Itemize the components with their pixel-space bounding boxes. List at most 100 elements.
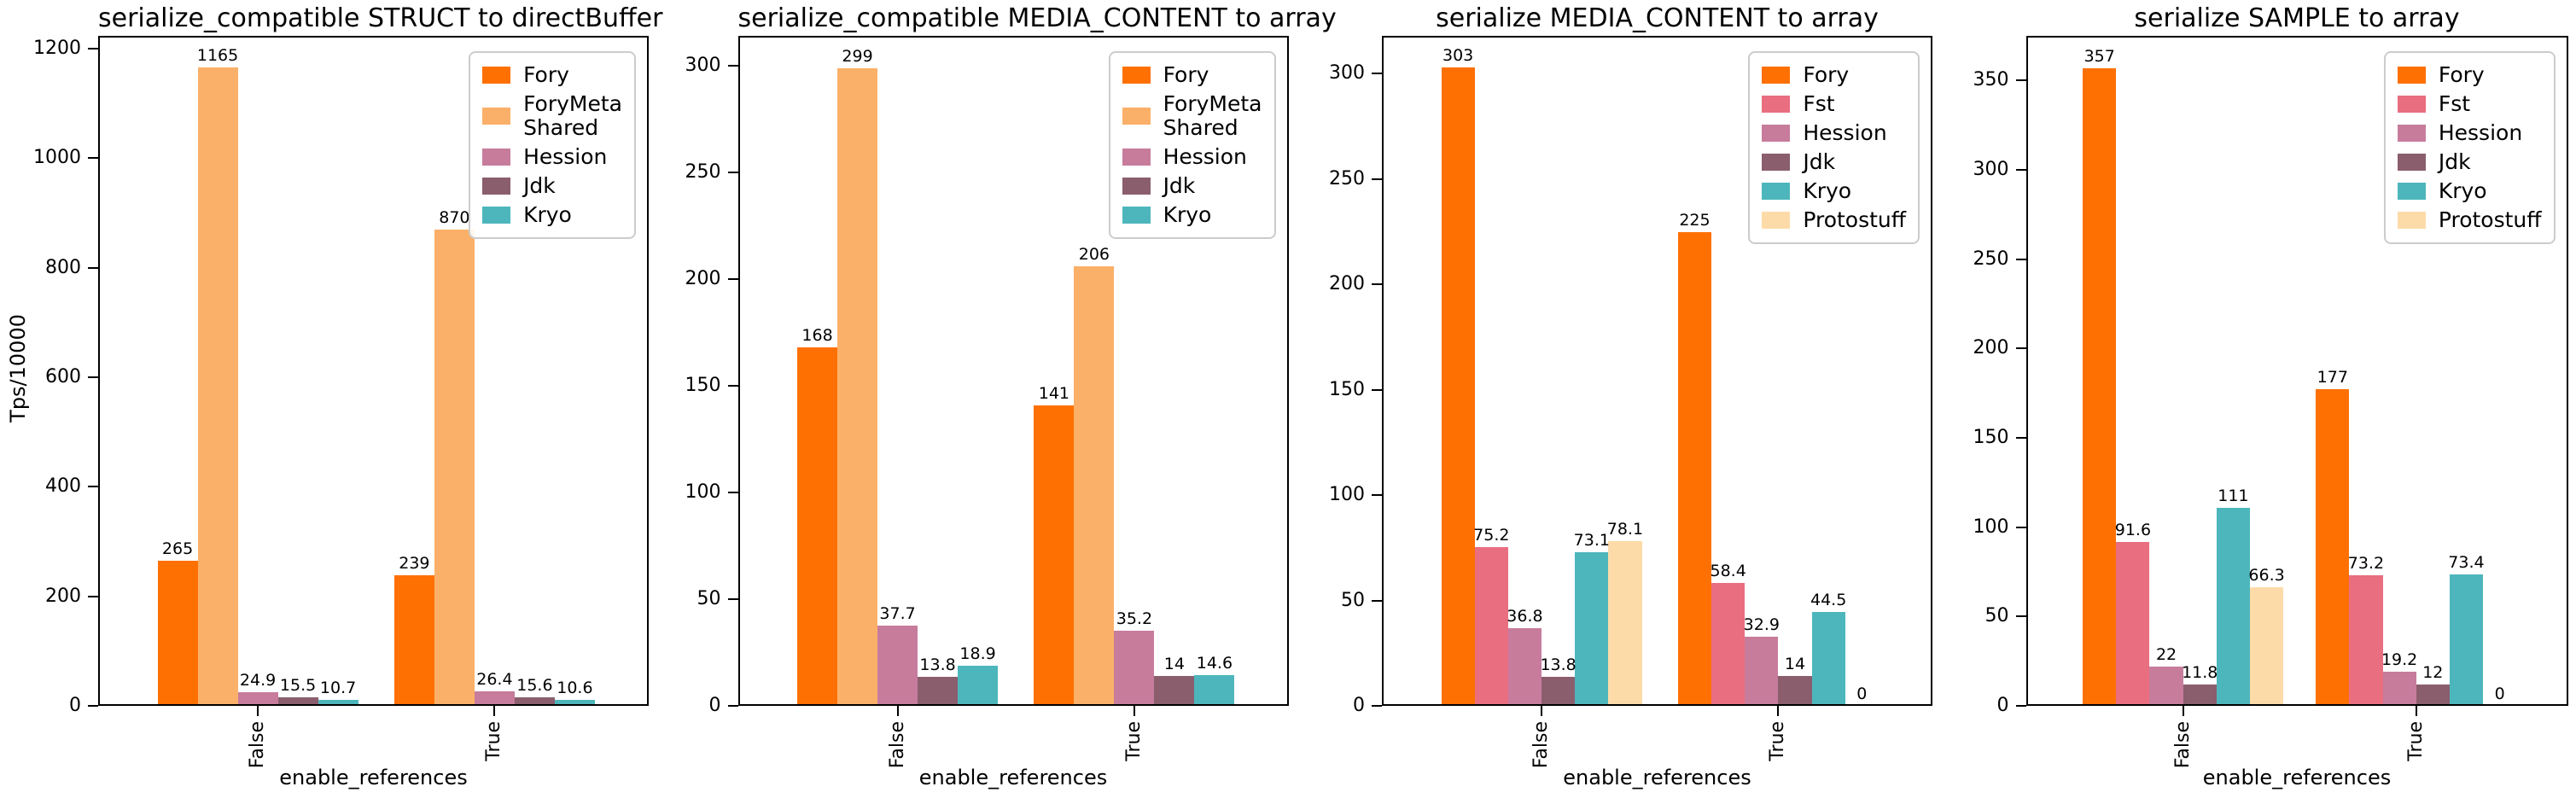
y-tick-label: 50 <box>696 588 721 609</box>
bar-value-label: 10.7 <box>319 679 357 698</box>
legend-swatch <box>2397 67 2426 84</box>
y-tick-label: 300 <box>685 55 721 76</box>
x-tick-mark <box>1133 706 1135 716</box>
bar-value-label: 0 <box>2494 685 2505 703</box>
legend-item: Hession <box>1122 145 1262 169</box>
legend-swatch <box>1122 149 1151 166</box>
legend-swatch <box>482 108 511 125</box>
legend-item: Jdk <box>482 174 622 198</box>
bar <box>434 229 475 706</box>
bar <box>474 691 515 706</box>
chart-title: serialize_compatible MEDIA_CONTENT to ar… <box>737 3 1337 33</box>
x-tick-label: False <box>247 721 269 769</box>
y-tick-mark <box>2015 258 2026 260</box>
bar <box>197 67 238 706</box>
bar-value-label: 44.5 <box>1810 591 1847 610</box>
bar <box>1441 67 1475 706</box>
bar-value-label: 73.4 <box>2448 553 2485 573</box>
legend-swatch <box>2397 212 2426 229</box>
legend-swatch <box>2397 183 2426 200</box>
legend-item: Jdk <box>1122 174 1262 198</box>
y-tick-label: 0 <box>1996 695 2009 716</box>
bar-value-label: 168 <box>801 326 833 345</box>
legend: Fory Fst Hession Jdk Kryo Protostuff <box>2383 51 2556 244</box>
bar-value-label: 73.2 <box>2347 553 2385 573</box>
y-tick-label: 250 <box>1973 248 2009 270</box>
legend-swatch <box>482 149 511 166</box>
y-tick-mark <box>1372 705 1382 707</box>
legend-swatch <box>1762 154 1791 171</box>
y-tick-mark <box>1372 73 1382 75</box>
bar-value-label: 10.6 <box>557 679 593 698</box>
bar-value-label: 75.2 <box>1473 526 1510 545</box>
x-tick-mark <box>1541 706 1543 716</box>
bar <box>237 692 278 706</box>
x-tick-label: False <box>886 721 908 769</box>
bar <box>1608 541 1642 706</box>
y-tick-label: 0 <box>69 695 81 716</box>
y-tick-mark <box>88 705 98 707</box>
y-tick-label: 800 <box>45 256 81 278</box>
bar-value-label: 26.4 <box>476 670 513 690</box>
bar <box>2416 684 2450 706</box>
chart-title: serialize MEDIA_CONTENT to array <box>1436 3 1879 33</box>
y-tick-label: 1000 <box>33 147 81 169</box>
legend: Fory ForyMeta Shared Hession Jdk Kryo <box>1108 51 1276 239</box>
bar-value-label: 37.7 <box>879 603 916 623</box>
y-tick-mark <box>2015 705 2026 707</box>
y-tick-label: 200 <box>685 268 721 289</box>
x-tick-mark <box>1777 706 1780 716</box>
bar <box>1811 612 1845 706</box>
y-tick-mark <box>727 598 738 600</box>
legend-swatch <box>2397 154 2426 171</box>
legend-label: Jdk <box>1163 173 1196 198</box>
bar-value-label: 73.1 <box>1573 530 1610 550</box>
legend-item: Hession <box>2397 121 2542 145</box>
legend-item: Fst <box>2397 92 2542 116</box>
y-tick-label: 600 <box>45 365 81 387</box>
x-tick-label: True <box>2404 721 2427 761</box>
legend-swatch <box>482 207 511 224</box>
legend-label: Fory <box>523 62 569 87</box>
legend-item: Jdk <box>2397 150 2542 174</box>
bar-value-label: 15.6 <box>516 675 553 695</box>
bar-value-label: 22 <box>2155 644 2177 664</box>
y-tick-mark <box>727 385 738 387</box>
bar <box>2116 542 2150 706</box>
bar-value-label: 15.5 <box>279 676 317 696</box>
bar <box>918 676 959 706</box>
bar-value-label: 19.2 <box>2381 650 2418 669</box>
legend-item: Hession <box>1762 121 1906 145</box>
x-tick-label: False <box>2171 721 2194 769</box>
legend-swatch <box>1122 67 1151 84</box>
bar-value-label: 303 <box>1442 46 1474 66</box>
bar-value-label: 225 <box>1679 210 1711 230</box>
bar-value-label: 870 <box>439 207 470 227</box>
bar-value-label: 36.8 <box>1507 607 1543 626</box>
bar <box>2083 67 2117 706</box>
legend-item: Hession <box>482 145 622 169</box>
legend-label: Hession <box>523 144 608 169</box>
bar-value-label: 91.6 <box>2114 521 2152 540</box>
y-tick-mark <box>727 172 738 173</box>
legend-label: Kryo <box>2438 178 2487 203</box>
y-tick-label: 1200 <box>33 37 81 59</box>
bar-value-label: 177 <box>2317 368 2348 387</box>
bar <box>837 67 878 706</box>
y-tick-label: 300 <box>1973 159 2009 180</box>
legend-item: ForyMeta Shared <box>482 92 622 140</box>
legend-label: Kryo <box>523 202 572 227</box>
y-tick-mark <box>727 492 738 493</box>
bar-value-label: 32.9 <box>1743 615 1780 634</box>
bar-value-label: 239 <box>399 553 430 573</box>
x-tick-mark <box>257 706 259 716</box>
x-axis-label: enable_references <box>279 766 468 789</box>
bar-value-label: 265 <box>161 539 194 558</box>
legend-label: ForyMeta Shared <box>523 91 622 140</box>
bar <box>2382 671 2416 706</box>
bar <box>958 665 999 706</box>
y-tick-label: 350 <box>1973 69 2009 91</box>
bar-value-label: 14 <box>1163 655 1185 673</box>
bar-value-label: 12 <box>2422 662 2444 682</box>
bar-value-label: 18.9 <box>959 644 996 663</box>
